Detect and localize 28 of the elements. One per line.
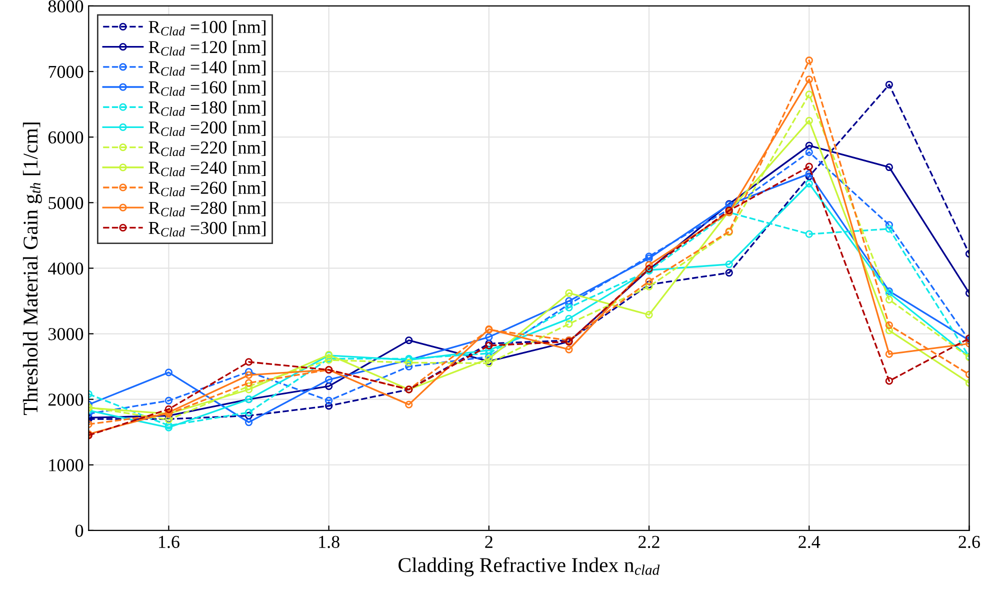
x-tick-label: 2.2 xyxy=(638,536,660,548)
x-tick-label: 2 xyxy=(485,536,492,548)
legend-label: R$_{Clad}$ =300 [nm] xyxy=(148,221,266,237)
y-tick-label: 6000 xyxy=(48,131,84,144)
legend-label: R$_{Clad}$ =260 [nm] xyxy=(148,181,266,196)
y-tick-label: 5000 xyxy=(48,196,84,210)
y-tick-label: 0 xyxy=(75,524,84,537)
legend-label: R$_{Clad}$ =120 [nm] xyxy=(148,40,266,56)
x-tick-label: 2.4 xyxy=(798,536,820,548)
x-axis-title: Cladding Refractive Index n$_{clad}$ xyxy=(398,557,660,576)
y-tick-label: 2000 xyxy=(48,394,84,406)
y-axis-title: Threshold Material Gain g$_{th}$ [1/cm] xyxy=(22,122,42,416)
y-tick-label: 1000 xyxy=(49,459,84,472)
legend-label: R$_{Clad}$ =280 [nm] xyxy=(148,201,266,216)
legend-label: R$_{Clad}$ =220 [nm] xyxy=(148,140,266,156)
legend-label: R$_{Clad}$ =140 [nm] xyxy=(148,60,266,76)
legend-label: R$_{Clad}$ =240 [nm] xyxy=(148,161,266,176)
legend-label: R$_{Clad}$ =100 [nm] xyxy=(148,20,266,36)
y-tick-label: 7000 xyxy=(48,66,84,78)
x-tick-label: 1.6 xyxy=(159,536,180,548)
legend-label: R$_{Clad}$ =200 [nm] xyxy=(148,120,266,136)
x-tick-label: 2.6 xyxy=(958,536,980,548)
y-tick-label: 4000 xyxy=(48,262,84,275)
y-tick-label: 8000 xyxy=(48,0,84,12)
y-tick-label: 3000 xyxy=(48,328,84,340)
legend-label: R$_{Clad}$ =160 [nm] xyxy=(148,80,266,96)
legend-label: R$_{Clad}$ =180 [nm] xyxy=(148,100,266,116)
x-tick-label: 1.8 xyxy=(319,536,340,548)
